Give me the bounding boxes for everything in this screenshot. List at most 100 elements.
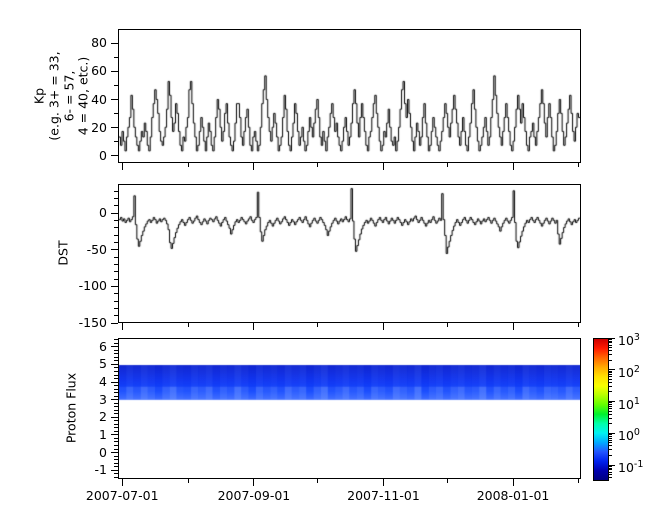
x-tick bbox=[121, 163, 123, 170]
y-minor-tick bbox=[114, 378, 118, 380]
x-tick bbox=[382, 323, 384, 330]
y-minor-tick bbox=[114, 242, 118, 244]
colorbar-minor-tick bbox=[609, 347, 612, 349]
colorbar-minor-tick bbox=[609, 340, 612, 342]
y-tick bbox=[111, 469, 118, 471]
y-minor-tick bbox=[114, 413, 118, 415]
colorbar-minor-tick bbox=[609, 370, 612, 372]
colorbar-label-exponent: 1 bbox=[633, 395, 640, 407]
y-minor-tick bbox=[114, 84, 118, 86]
y-minor-tick bbox=[114, 342, 118, 344]
colorbar-minor-tick bbox=[609, 381, 612, 383]
x-tick-label: 2008-01-01 bbox=[476, 488, 550, 503]
y-tick bbox=[111, 212, 118, 214]
y-tick bbox=[111, 399, 118, 401]
colorbar-tick bbox=[609, 464, 615, 466]
y-tick-label: -100 bbox=[78, 278, 107, 294]
y-minor-tick bbox=[114, 385, 118, 387]
colorbar-tick-label: 10-1 bbox=[618, 457, 644, 476]
colorbar-minor-tick bbox=[609, 413, 612, 415]
x-tick-label: 2007-11-01 bbox=[347, 488, 420, 503]
y-minor-tick bbox=[114, 353, 118, 355]
y-tick bbox=[111, 452, 118, 454]
colorbar-minor-tick bbox=[609, 417, 612, 419]
colorbar-label-exponent: 2 bbox=[633, 363, 640, 375]
colorbar-tick bbox=[609, 369, 615, 371]
y-minor-tick bbox=[114, 374, 118, 376]
x-tick bbox=[512, 163, 514, 170]
colorbar-label-exponent: 0 bbox=[633, 427, 640, 439]
y-minor-tick bbox=[114, 263, 118, 265]
y-minor-tick bbox=[114, 339, 118, 341]
colorbar-label-base: 10 bbox=[618, 364, 634, 380]
y-minor-tick bbox=[114, 441, 118, 443]
x-minor-tick bbox=[187, 163, 189, 167]
x-tick bbox=[121, 479, 123, 486]
x-minor-tick bbox=[187, 479, 189, 483]
colorbar-minor-tick bbox=[609, 408, 612, 410]
x-tick bbox=[382, 163, 384, 170]
colorbar-minor-tick bbox=[609, 410, 612, 412]
colorbar-minor-tick bbox=[609, 372, 612, 374]
y-tick bbox=[111, 434, 118, 436]
colorbar-minor-tick bbox=[609, 465, 612, 467]
y-minor-tick bbox=[114, 427, 118, 429]
x-tick-label: 2007-07-01 bbox=[85, 488, 159, 503]
colorbar-label-base: 10 bbox=[618, 396, 634, 412]
y-minor-tick bbox=[114, 437, 118, 439]
colorbar-minor-tick bbox=[609, 442, 612, 444]
x-minor-tick bbox=[446, 323, 448, 327]
colorbar-minor-tick bbox=[609, 435, 612, 437]
kp-panel bbox=[118, 29, 581, 163]
y-tick-label: 2 bbox=[99, 409, 107, 425]
x-tick bbox=[253, 479, 255, 486]
colorbar-minor-tick bbox=[609, 469, 612, 471]
colorbar-minor-tick bbox=[609, 405, 612, 407]
colorbar-minor-tick bbox=[609, 374, 612, 376]
y-minor-tick bbox=[114, 234, 118, 236]
x-tick bbox=[512, 479, 514, 486]
y-minor-tick bbox=[114, 409, 118, 411]
y-minor-tick bbox=[114, 367, 118, 369]
y-minor-tick bbox=[114, 406, 118, 408]
colorbar-minor-tick bbox=[609, 454, 612, 456]
colorbar-minor-tick bbox=[609, 439, 612, 441]
y-minor-tick bbox=[114, 220, 118, 222]
y-minor-tick bbox=[114, 395, 118, 397]
x-minor-tick bbox=[578, 163, 580, 167]
y-minor-tick bbox=[114, 462, 118, 464]
x-tick bbox=[121, 323, 123, 330]
x-minor-tick bbox=[578, 323, 580, 327]
colorbar-minor-tick bbox=[609, 338, 612, 340]
y-minor-tick bbox=[114, 459, 118, 461]
y-tick bbox=[111, 70, 118, 72]
colorbar-minor-tick bbox=[609, 477, 612, 479]
y-minor-tick bbox=[114, 388, 118, 390]
y-minor-tick bbox=[114, 278, 118, 280]
colorbar-minor-tick bbox=[609, 445, 612, 447]
x-tick bbox=[253, 323, 255, 330]
y-minor-tick bbox=[114, 392, 118, 394]
colorbar-minor-tick bbox=[609, 404, 612, 406]
y-minor-tick bbox=[114, 420, 118, 422]
y-minor-tick bbox=[114, 256, 118, 258]
colorbar-minor-tick bbox=[609, 402, 612, 404]
x-tick bbox=[382, 479, 384, 486]
y-minor-tick bbox=[114, 113, 118, 115]
colorbar-label-base: 10 bbox=[618, 428, 634, 444]
colorbar-minor-tick bbox=[609, 449, 612, 451]
y-tick-label: 0 bbox=[99, 147, 107, 163]
colorbar-tick bbox=[609, 337, 615, 339]
colorbar-label-base: 10 bbox=[618, 460, 634, 476]
y-minor-tick bbox=[114, 423, 118, 425]
x-minor-tick bbox=[446, 479, 448, 483]
colorbar-label-exponent: -1 bbox=[633, 459, 644, 471]
colorbar-label-base: 10 bbox=[618, 333, 634, 349]
y-minor-tick bbox=[114, 190, 118, 192]
y-tick-label: 3 bbox=[99, 391, 107, 407]
colorbar-minor-tick bbox=[609, 423, 612, 425]
colorbar-tick-label: 102 bbox=[618, 362, 640, 380]
dst-trace-canvas bbox=[119, 185, 580, 322]
colorbar-minor-tick bbox=[609, 471, 612, 473]
